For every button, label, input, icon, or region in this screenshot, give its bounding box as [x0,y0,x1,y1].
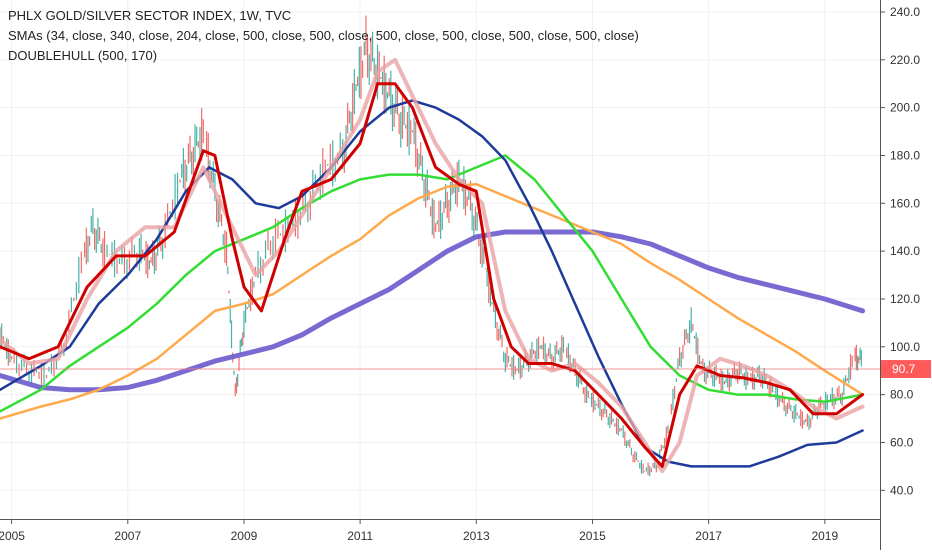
y-tick-label-10: 240.0 [890,5,920,19]
x-tick-label-3: 2011 [347,529,373,543]
y-tick-label-6: 160.0 [890,196,920,210]
last-price-badge [881,360,931,379]
x-tick-label-0: 2005 [0,529,25,543]
y-tick-label-1: 60.0 [890,435,914,449]
x-tick-label-7: 2019 [811,529,838,543]
y-tick-label-3: 100.0 [890,340,920,354]
y-tick-label-4: 120.0 [890,292,920,306]
series-line-sma204 [0,99,864,468]
series-line-sma500 [0,182,864,420]
y-tick-label-0: 40.0 [890,483,914,497]
series-line-doublehull [0,229,866,393]
series-line-sma340 [0,154,864,413]
y-tick-label-9: 220.0 [890,53,920,67]
last-price-label: 90.7 [892,362,916,376]
x-tick-label-2: 2009 [231,529,258,543]
series-line-sma34 [0,82,865,468]
y-tick-label-2: 80.0 [890,388,914,402]
y-tick-label-7: 180.0 [890,148,920,162]
y-tick-label-8: 200.0 [890,101,920,115]
x-tick-label-6: 2017 [695,529,722,543]
x-tick-label-5: 2015 [579,529,606,543]
x-tick-label-1: 2007 [114,529,141,543]
x-tick-label-4: 2013 [463,529,490,543]
y-tick-label-5: 140.0 [890,244,920,258]
